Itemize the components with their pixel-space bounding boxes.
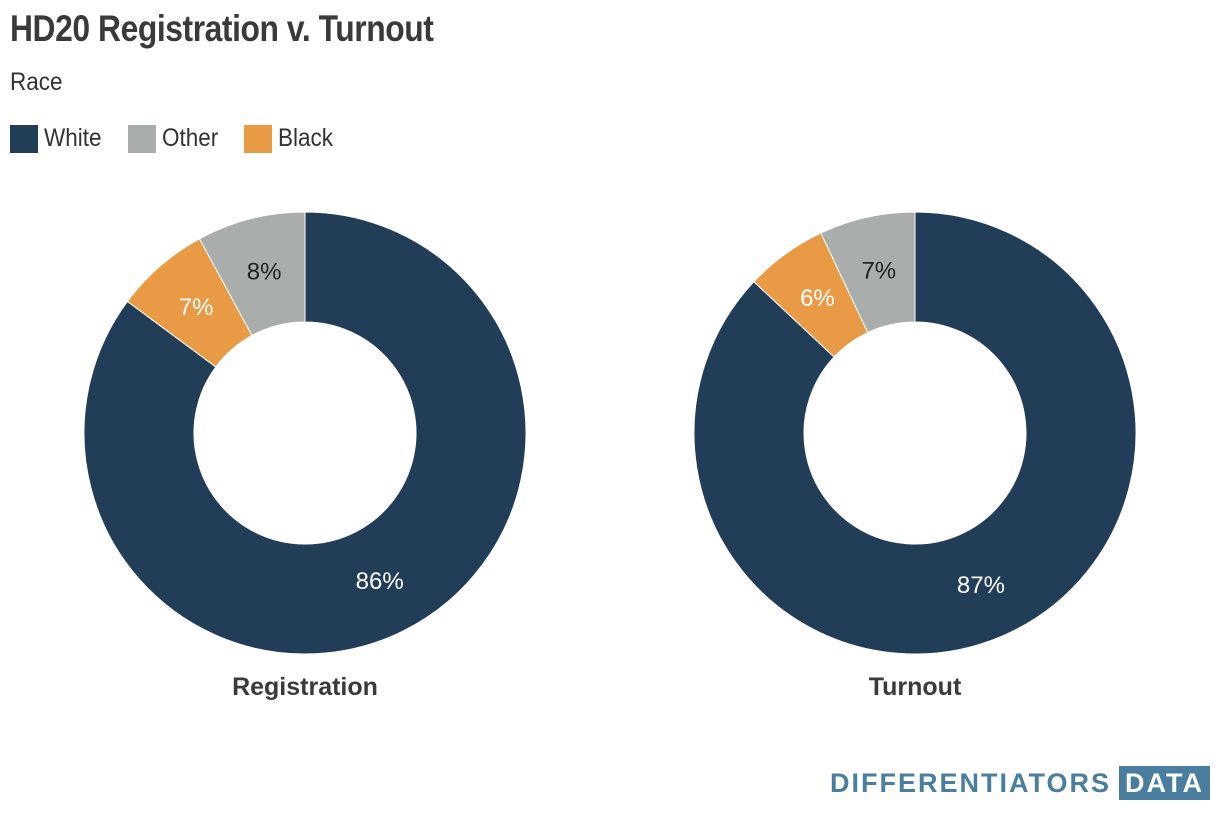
chart-title: HD20 Registration v. Turnout bbox=[10, 8, 434, 49]
turnout-slice-other[interactable] bbox=[820, 211, 916, 334]
brand-logo: DIFFERENTIATORS DATA bbox=[830, 766, 1210, 800]
legend-swatch-white bbox=[10, 124, 38, 153]
turnout-slice-white[interactable] bbox=[693, 211, 1137, 655]
turnout-chart-title: Turnout bbox=[869, 673, 962, 701]
turnout-label-black: 6% bbox=[800, 285, 835, 312]
turnout-label-white: 87% bbox=[957, 572, 1005, 599]
registration-chart-title: Registration bbox=[232, 673, 378, 701]
registration-label-black: 7% bbox=[179, 294, 214, 321]
legend-label-black: Black bbox=[278, 124, 334, 152]
legend: White Other Black bbox=[10, 124, 360, 153]
brand-box: DATA bbox=[1119, 766, 1210, 800]
legend-label-white: White bbox=[44, 124, 102, 152]
registration-label-white: 86% bbox=[356, 568, 404, 595]
registration-label-other: 8% bbox=[247, 259, 282, 286]
legend-label-other: Other bbox=[161, 124, 219, 152]
legend-item-other[interactable]: Other bbox=[127, 124, 225, 153]
legend-swatch-other bbox=[127, 124, 156, 153]
turnout-label-other: 7% bbox=[861, 257, 896, 284]
chart-subtitle: Race bbox=[10, 68, 63, 96]
registration-slice-white[interactable] bbox=[83, 211, 527, 655]
brand-word: DIFFERENTIATORS bbox=[830, 767, 1112, 798]
legend-swatch-black bbox=[244, 124, 273, 153]
legend-item-black[interactable]: Black bbox=[244, 124, 339, 153]
legend-item-white[interactable]: White bbox=[10, 124, 108, 153]
registration-slice-other[interactable] bbox=[198, 211, 306, 337]
